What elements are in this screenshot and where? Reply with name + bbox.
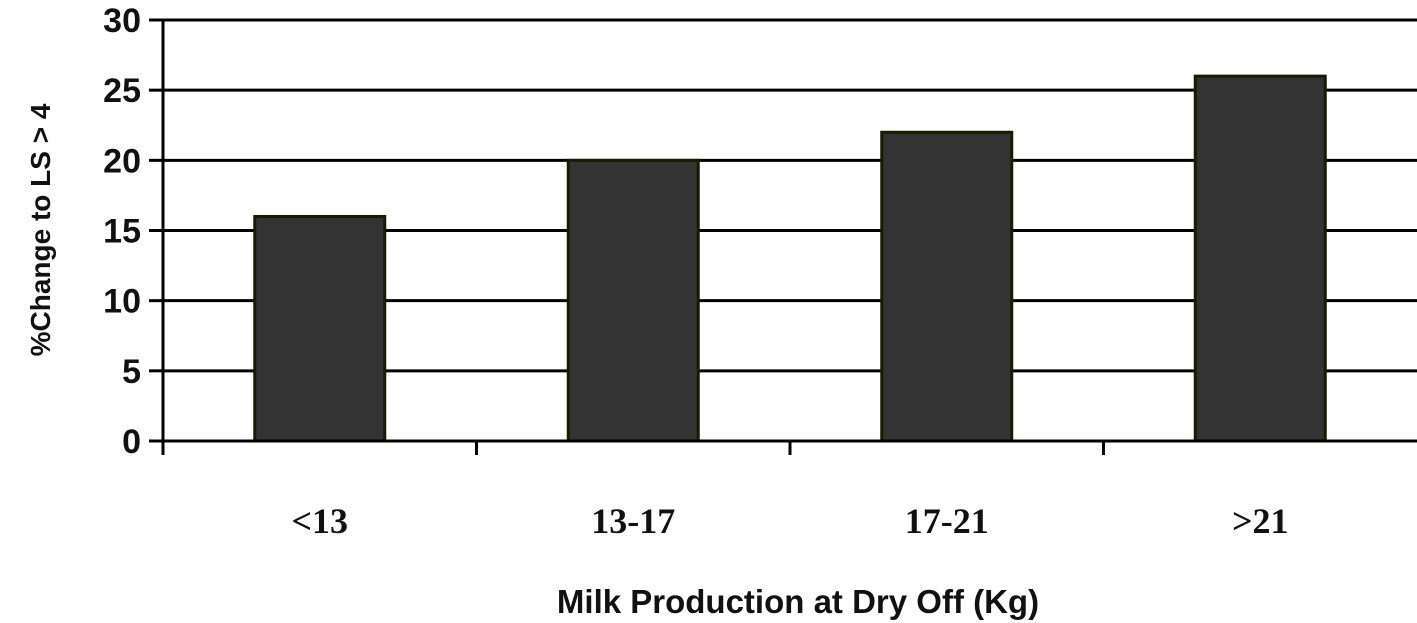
x-tick-label: >21: [1232, 501, 1289, 541]
x-tick-label: <13: [291, 501, 348, 541]
y-tick-label: 10: [103, 283, 141, 321]
axes: [149, 18, 1417, 455]
x-tick-label: 13-17: [591, 501, 675, 541]
bar: [880, 130, 1014, 443]
bar: [566, 158, 700, 443]
y-axis-label: %Change to LS > 4: [25, 103, 56, 356]
bar: [1193, 74, 1327, 443]
y-tick-label: 20: [103, 142, 141, 180]
y-tick-label: 5: [122, 353, 141, 391]
tick-labels: 0 5 10 15 20 25 30 <13 13-17 17-21 >21: [103, 2, 1288, 541]
x-tick-label: 17-21: [905, 501, 989, 541]
x-axis-label: Milk Production at Dry Off (Kg): [557, 583, 1039, 620]
bars: [253, 74, 1327, 443]
y-tick-label: 0: [122, 423, 141, 461]
y-tick-label: 25: [103, 72, 141, 110]
y-tick-label: 15: [103, 213, 141, 251]
y-tick-label: 30: [103, 2, 141, 40]
bar: [253, 214, 387, 443]
